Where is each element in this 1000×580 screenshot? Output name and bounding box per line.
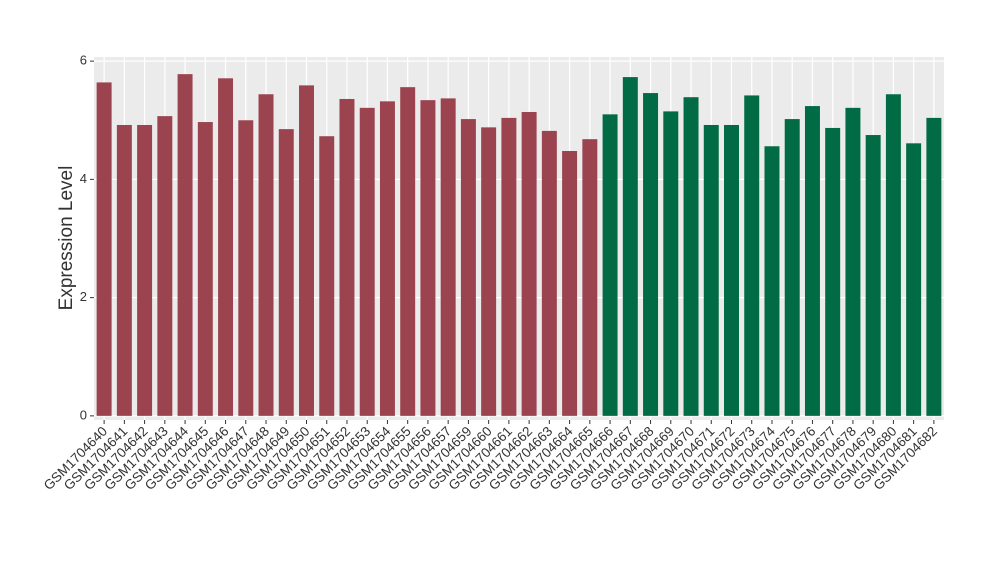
bar <box>440 98 456 416</box>
bar <box>460 119 476 416</box>
bar <box>885 94 901 416</box>
bar <box>906 143 922 416</box>
bar <box>339 98 355 416</box>
bar <box>420 100 436 416</box>
bar <box>622 77 638 416</box>
bar <box>299 85 314 416</box>
bar <box>825 127 841 416</box>
bar <box>400 87 416 416</box>
bar <box>137 124 153 416</box>
bar <box>582 139 598 416</box>
bar <box>724 124 739 416</box>
bar <box>764 146 780 416</box>
bar <box>541 130 557 416</box>
bar <box>804 106 820 416</box>
bar <box>278 129 294 416</box>
bar <box>744 95 760 416</box>
bar <box>218 78 234 416</box>
bar <box>845 107 861 416</box>
bar <box>177 74 193 416</box>
bar <box>663 111 679 416</box>
bar <box>319 136 335 416</box>
bar <box>258 94 274 416</box>
bar <box>116 124 132 416</box>
bar <box>865 135 881 416</box>
bar <box>157 116 173 416</box>
y-tick-label: 6 <box>80 53 87 68</box>
bar <box>784 119 800 416</box>
bar <box>96 82 112 416</box>
bar <box>926 117 942 416</box>
y-axis-label: Expression Level <box>56 166 77 311</box>
bar <box>703 124 719 416</box>
y-tick-label: 0 <box>80 407 87 422</box>
bar <box>602 114 618 416</box>
bar <box>197 122 213 416</box>
bar <box>562 151 578 416</box>
bar <box>501 117 517 416</box>
bar <box>359 107 375 416</box>
bar <box>683 97 699 416</box>
panel-background <box>94 57 944 420</box>
y-tick-label: 2 <box>80 289 87 304</box>
bar <box>379 101 395 416</box>
bar <box>481 127 497 416</box>
bar <box>643 93 659 416</box>
bar <box>521 111 537 416</box>
y-tick-label: 4 <box>80 171 87 186</box>
bar <box>238 120 254 416</box>
